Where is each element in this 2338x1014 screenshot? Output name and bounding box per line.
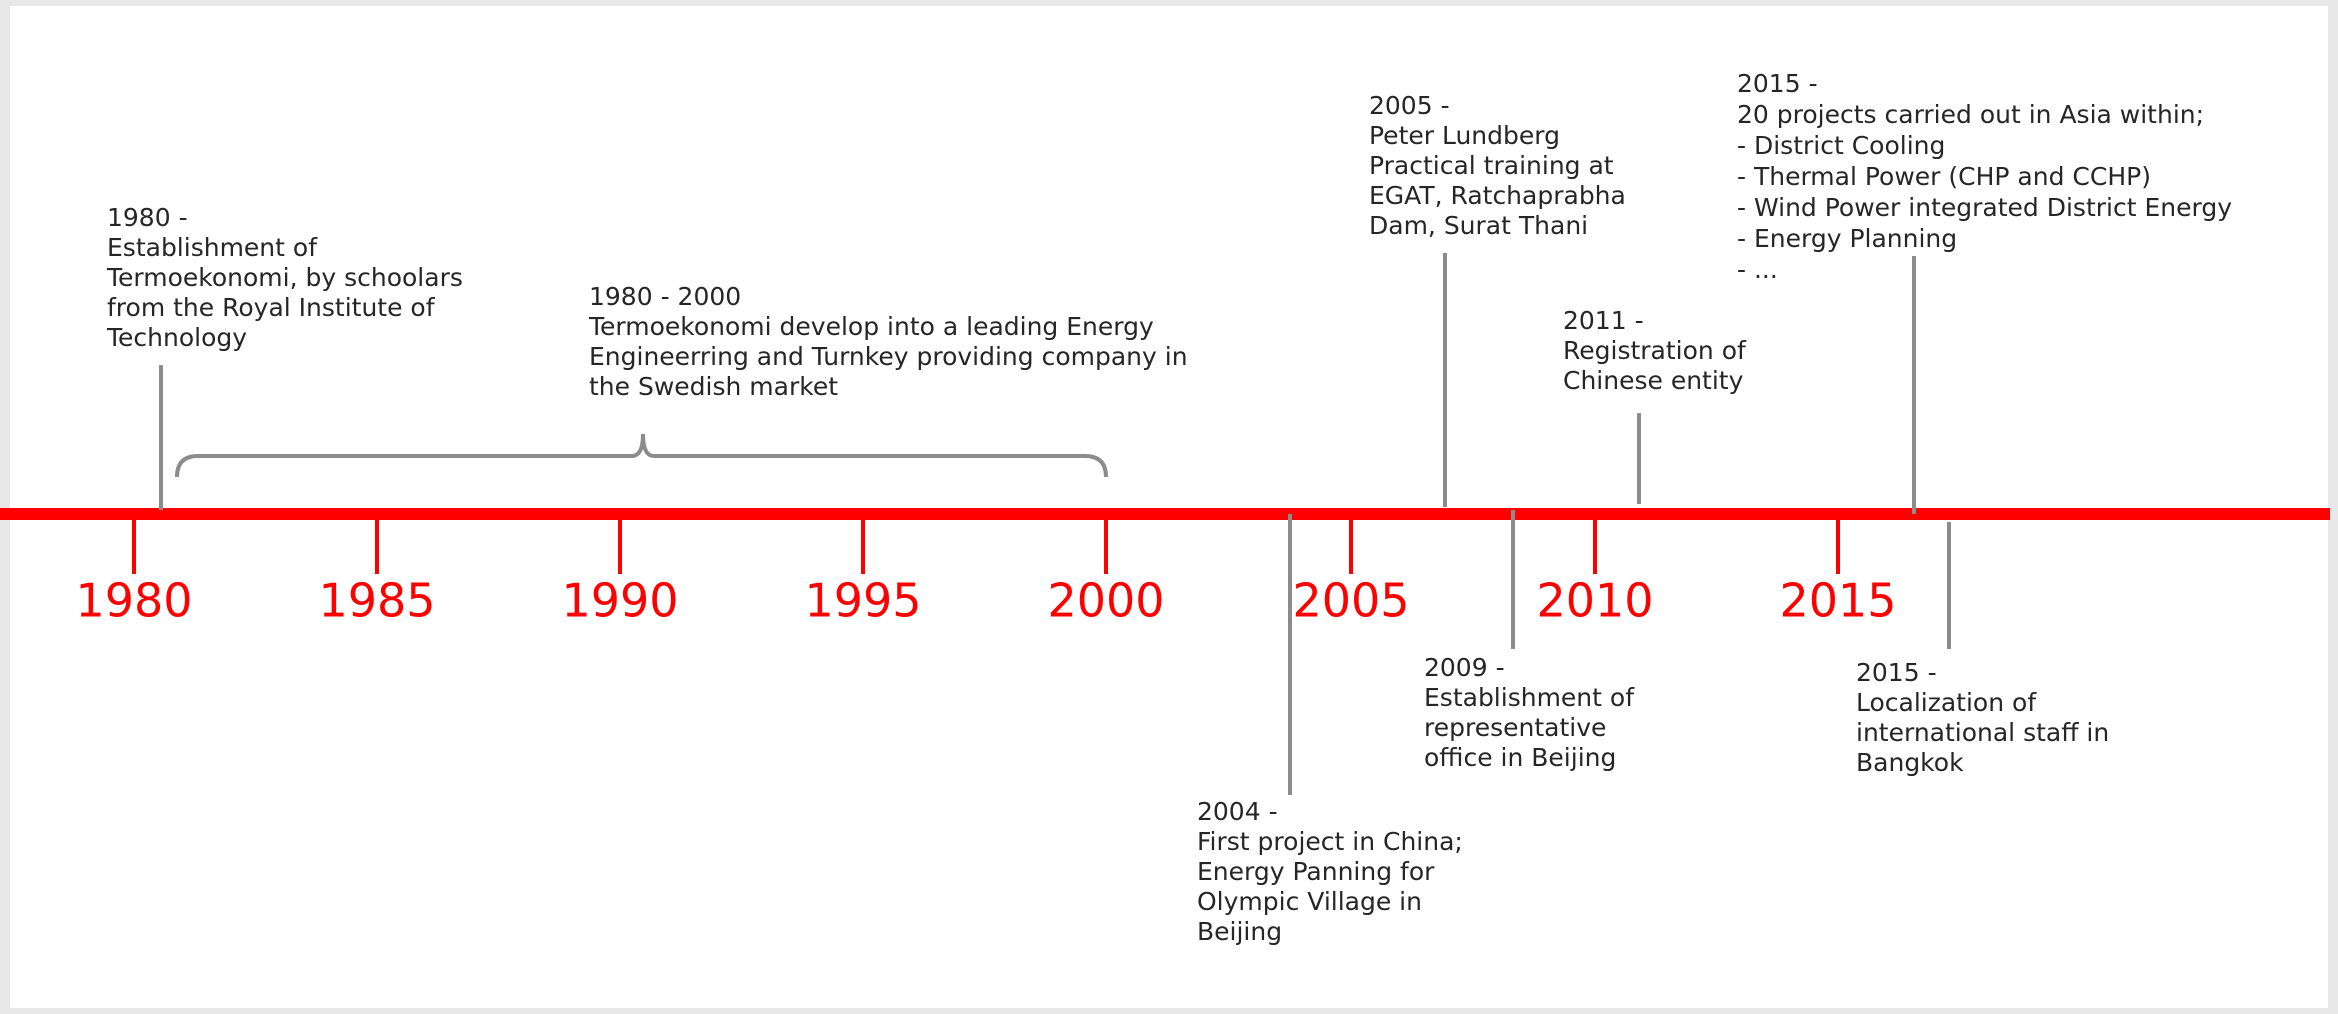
event-text: the Swedish market	[589, 372, 838, 401]
event-text: Establishment of	[107, 233, 318, 262]
year-label: 1995	[804, 574, 921, 628]
timeline-axis	[0, 508, 2330, 520]
event-text: Engineerring and Turnkey providing compa…	[589, 342, 1188, 371]
event-text: Olympic Village in	[1197, 887, 1422, 916]
event-text: First project in China;	[1197, 827, 1463, 856]
event-text: Termoekonomi, by schoolars	[106, 263, 463, 292]
event-text: 2015 -	[1737, 69, 1818, 98]
event-text: 1980 - 2000	[589, 282, 741, 311]
event-text: Localization of	[1856, 688, 2037, 717]
year-label: 1980	[75, 574, 192, 628]
event-text: 2005 -	[1369, 91, 1450, 120]
year-label: 2010	[1536, 574, 1653, 628]
event-text: Practical training at	[1369, 151, 1614, 180]
event-text: - ...	[1737, 255, 1778, 284]
event-text: EGAT, Ratchaprabha	[1369, 181, 1626, 210]
year-label: 1985	[318, 574, 435, 628]
event-text: Peter Lundberg	[1369, 121, 1560, 150]
event-text: Termoekonomi develop into a leading Ener…	[588, 312, 1154, 341]
year-label: 2005	[1292, 574, 1409, 628]
event-text: 2011 -	[1563, 306, 1644, 335]
event-text: 2009 -	[1424, 653, 1505, 682]
event-text: Technology	[106, 323, 247, 352]
event-text: office in Beijing	[1424, 743, 1616, 772]
event-text: Establishment of	[1424, 683, 1635, 712]
event-text: Chinese entity	[1563, 366, 1744, 395]
year-label: 2015	[1779, 574, 1896, 628]
event-text: - District Cooling	[1737, 131, 1945, 160]
event-text: 2015 -	[1856, 658, 1937, 687]
event-text: Dam, Surat Thani	[1369, 211, 1588, 240]
year-label: 2000	[1047, 574, 1164, 628]
event-text: Energy Panning for	[1197, 857, 1435, 886]
slide-background	[10, 6, 2328, 1008]
period-brace	[175, 433, 1108, 478]
year-label: 1990	[561, 574, 678, 628]
event-text: Registration of	[1563, 336, 1747, 365]
event-text: Bangkok	[1856, 748, 1964, 777]
event-text: - Thermal Power (CHP and CCHP)	[1737, 162, 2151, 191]
event-text: international staff in	[1856, 718, 2109, 747]
event-text: 2004 -	[1197, 797, 1278, 826]
event-text: 1980 -	[107, 203, 188, 232]
event-text: from the Royal Institute of	[107, 293, 436, 322]
event-text: representative	[1424, 713, 1606, 742]
event-text: Beijing	[1197, 917, 1282, 946]
event-text: 20 projects carried out in Asia within;	[1737, 100, 2204, 129]
event-text: - Energy Planning	[1737, 224, 1957, 253]
event-text: - Wind Power integrated District Energy	[1737, 193, 2232, 222]
